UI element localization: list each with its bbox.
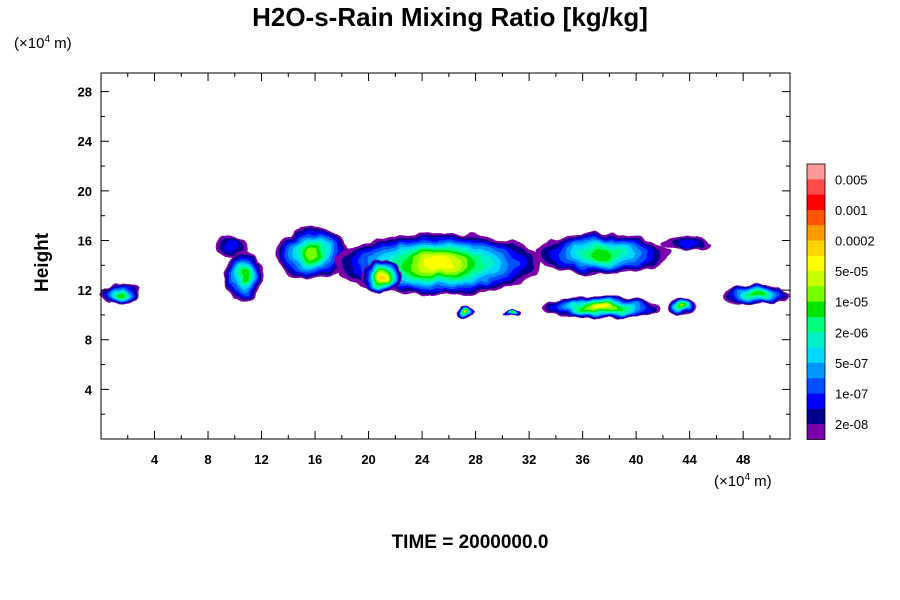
colorbar-swatch: [807, 240, 825, 257]
contour-fill-layer: [100, 228, 790, 319]
colorbar-legend: 0.005 0.001 0.0002 5e-05 1e-05 2e-06 5e-07 1e-0…: [806, 163, 875, 440]
x-tick-label: 44: [682, 452, 697, 467]
colorbar-swatch: [807, 317, 825, 333]
y-tick-label: 8: [85, 333, 92, 348]
contour-band: [750, 292, 763, 298]
x-tick-label: 8: [204, 452, 211, 467]
contour-band: [240, 270, 248, 283]
x-tick-label: 20: [361, 452, 375, 467]
colorbar-swatch: [807, 179, 825, 195]
y-tick-label: 24: [78, 134, 93, 149]
contour-band: [591, 249, 614, 260]
contour-band: [593, 305, 609, 310]
colorbar-label: 0.0002: [835, 234, 875, 249]
contour-band: [306, 247, 318, 259]
contour-band: [463, 311, 466, 314]
contour-band: [510, 312, 515, 314]
x-tick-label: 32: [522, 452, 536, 467]
x-tick-label: 36: [575, 452, 589, 467]
colorbar-label: 1e-07: [835, 387, 868, 402]
time-footer: TIME = 2000000.0: [391, 532, 549, 553]
y-unit-tail: m): [50, 35, 72, 52]
colorbar-swatch: [807, 164, 825, 180]
colorbar-swatch: [807, 362, 825, 379]
x-tick-label: 4: [151, 452, 159, 467]
x-tick-label: 16: [308, 452, 322, 467]
colorbar-swatch: [807, 209, 825, 226]
y-tick-label: 4: [85, 382, 93, 397]
colorbar-swatch: [807, 194, 825, 211]
x-tick-label: 40: [629, 452, 643, 467]
chart-title: H2O-s-Rain Mixing Ratio [kg/kg]: [252, 2, 648, 32]
y-tick-label: 20: [78, 184, 92, 199]
y-unit-base: (×10: [14, 35, 45, 52]
y-tick-label: 12: [78, 283, 92, 298]
colorbar-label: 5e-05: [835, 264, 868, 279]
x-unit-base: (×10: [714, 473, 745, 490]
colorbar-swatch: [807, 408, 825, 425]
x-unit-tail: m): [750, 473, 772, 490]
colorbar-label: 0.001: [835, 203, 868, 218]
colorbar-swatch: [807, 225, 825, 241]
colorbar-swatch: [807, 271, 825, 287]
y-unit-label: (×104 m): [14, 34, 72, 52]
y-tick-label: 28: [78, 85, 92, 100]
plot-frame: [100, 72, 791, 440]
x-tick-label: 12: [254, 452, 268, 467]
colorbar-swatch: [807, 255, 825, 272]
contour-band: [425, 258, 453, 271]
y-unit-exponent: 4: [44, 34, 51, 45]
x-tick-label: 48: [736, 452, 750, 467]
colorbar-swatch: [807, 332, 825, 348]
colorbar-swatch: [807, 424, 825, 440]
y-tick-label: 16: [78, 233, 92, 248]
colorbar-frame: [806, 163, 826, 440]
colorbar-label: 1e-05: [835, 295, 868, 310]
contour-band: [677, 239, 700, 248]
x-unit-label: (×104 m): [714, 472, 772, 490]
contour-band: [379, 273, 385, 280]
colorbar-label: 0.005: [835, 172, 868, 187]
colorbar-label: 5e-07: [835, 356, 868, 371]
x-unit-exponent: 4: [744, 472, 751, 483]
colorbar-swatch: [807, 286, 825, 302]
colorbar-swatch: [807, 393, 825, 410]
colorbar-swatch: [807, 301, 825, 318]
colorbar-swatch: [807, 378, 825, 394]
x-tick-label: 24: [415, 452, 430, 467]
x-tick-label: 28: [468, 452, 482, 467]
colorbar-label: 2e-08: [835, 417, 868, 432]
contour-band: [224, 241, 239, 251]
colorbar-swatch: [807, 347, 825, 364]
colorbar-label: 2e-06: [835, 325, 868, 340]
contour-band: [117, 291, 125, 297]
contour-band: [680, 304, 685, 309]
